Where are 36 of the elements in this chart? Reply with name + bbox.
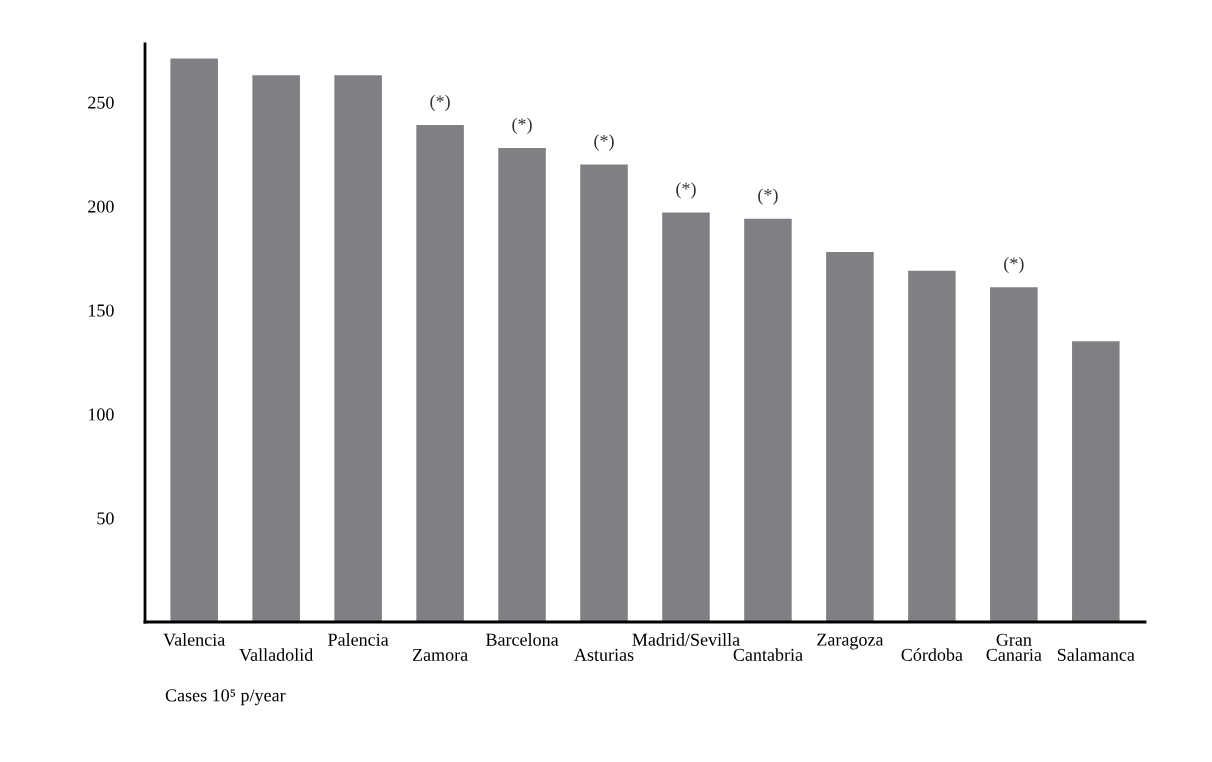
bar <box>990 287 1038 622</box>
x-tick-label: Valladolid <box>239 648 314 662</box>
y-tick-label: 250 <box>88 96 114 109</box>
bar <box>498 147 546 622</box>
x-tick-label: Cantabria <box>733 648 803 661</box>
x-tick-label: Barcelona <box>485 633 559 646</box>
annotation: (*) <box>512 117 532 135</box>
bar <box>416 125 464 622</box>
bar <box>580 164 628 622</box>
x-tick-label: Palencia <box>328 633 389 646</box>
bar <box>1072 341 1120 622</box>
x-tick-label: Córdoba <box>901 648 963 661</box>
y-tick-label: 150 <box>88 304 114 317</box>
bar <box>908 270 956 622</box>
y-tick-label: 100 <box>88 408 114 421</box>
bar <box>170 58 218 622</box>
x-tick-label: Zamora <box>412 648 468 661</box>
bar <box>252 75 300 622</box>
bar <box>334 75 382 622</box>
x-tick-label: Zaragoza <box>817 633 884 650</box>
bar <box>662 212 710 622</box>
x-tick-label: Madrid/Sevilla <box>632 633 740 646</box>
y-tick-label: 50 <box>97 512 114 525</box>
annotation: (*) <box>594 134 614 151</box>
annotation: (*) <box>758 188 778 205</box>
bar <box>826 251 874 622</box>
x-tick-label: Valencia <box>163 633 225 646</box>
x-tick-label: Salamanca <box>1057 648 1135 661</box>
annotation: (*) <box>430 94 450 112</box>
annotation: (*) <box>1004 257 1024 274</box>
x-tick-label: Asturias <box>574 648 634 661</box>
bar <box>744 218 792 622</box>
x-tick-label: Gran Canaria <box>986 633 1042 661</box>
text: Cases 10⁵ p/year <box>165 689 286 706</box>
annotation: (*) <box>676 182 696 199</box>
y-tick-label: 200 <box>88 200 114 213</box>
